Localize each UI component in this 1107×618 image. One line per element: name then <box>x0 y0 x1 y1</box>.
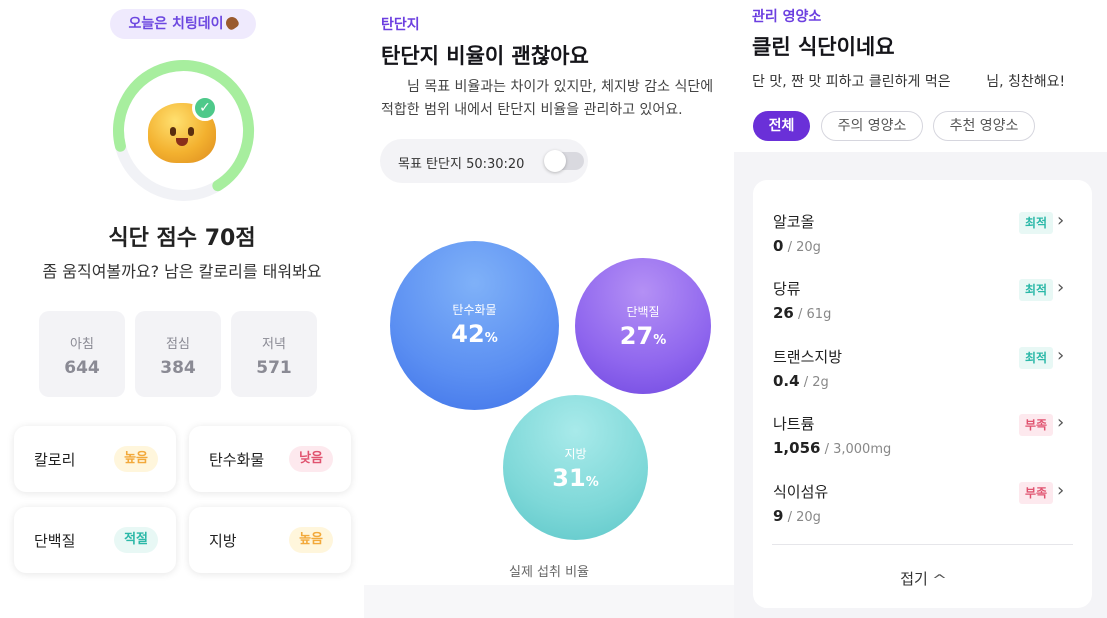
meal-calories: 384 <box>160 358 196 378</box>
section-tag: 관리 영양소 <box>752 9 822 25</box>
nutrient-card-fat[interactable]: 지방 높음 <box>189 507 351 573</box>
bubble-value: 42% <box>451 320 498 348</box>
chevron-right-icon[interactable]: › <box>1057 277 1065 298</box>
score-subtitle: 좀 움직여볼까요? 남은 칼로리를 태워봐요 <box>42 262 322 281</box>
drumstick-icon <box>223 14 240 32</box>
nutrient-amount: 1,056 / 3,000mg <box>773 439 892 457</box>
nutrient-amount: 26 / 61g <box>773 304 832 322</box>
nutrient-card-label: 칼로리 <box>34 451 76 469</box>
nutrient-row-fiber[interactable]: 식이섬유 9 / 20g 부족 › <box>773 480 1073 531</box>
status-badge: 적절 <box>114 527 158 553</box>
bottom-strip <box>364 585 734 618</box>
nutrient-amount: 0.4 / 2g <box>773 372 829 390</box>
chevron-right-icon[interactable]: › <box>1057 412 1065 433</box>
nutrient-card-protein[interactable]: 단백질 적절 <box>14 507 176 573</box>
carbs-bubble: 탄수화물 42% <box>390 241 559 410</box>
nutrient-row-trans-fat[interactable]: 트랜스지방 0.4 / 2g 최적 › <box>773 345 1073 396</box>
meal-card-breakfast[interactable]: 아침 644 <box>39 311 125 397</box>
cheat-day-label: 오늘은 치팅데이 <box>128 16 224 32</box>
section-title: 클린 식단이네요 <box>752 35 895 59</box>
bubble-value: 31% <box>552 464 599 492</box>
status-badge: 부족 <box>1019 414 1054 436</box>
section-title: 탄단지 비율이 괜찮아요 <box>381 44 589 68</box>
goal-ratio-toggle[interactable] <box>544 150 584 172</box>
meal-label: 점심 <box>166 337 190 352</box>
meal-label: 저녁 <box>262 337 286 352</box>
status-badge: 부족 <box>1019 482 1054 504</box>
nutrient-card-label: 지방 <box>209 532 237 550</box>
status-badge: 최적 <box>1019 347 1054 369</box>
meal-calories: 644 <box>64 358 100 378</box>
nutrient-card-label: 단백질 <box>34 532 76 550</box>
protein-bubble: 단백질 27% <box>575 258 711 394</box>
meal-card-lunch[interactable]: 점심 384 <box>135 311 221 397</box>
goal-ratio-label: 목표 탄단지 50:30:20 <box>398 157 525 172</box>
nutrient-name: 식이섬유 <box>773 483 829 501</box>
nutrient-card-carbs[interactable]: 탄수화물 낮음 <box>189 426 351 492</box>
nutrient-row-sodium[interactable]: 나트륨 1,056 / 3,000mg 부족 › <box>773 412 1073 463</box>
bubble-label: 지방 <box>564 447 587 461</box>
mascot-eye-left <box>170 127 176 136</box>
status-badge: 최적 <box>1019 279 1054 301</box>
goal-ratio-toggle-row[interactable]: 목표 탄단지 50:30:20 <box>380 139 588 183</box>
bubble-label: 탄수화물 <box>452 303 497 317</box>
divider <box>772 544 1073 545</box>
nutrient-amount: 9 / 20g <box>773 507 821 525</box>
mascot-eye-right <box>188 127 194 136</box>
meal-calories: 571 <box>256 358 292 378</box>
diet-score-panel: 오늘은 치팅데이 ✓ 식단 점수 70점 좀 움직여볼까요? 남은 칼로리를 태… <box>0 0 364 618</box>
chevron-up-icon: ^ <box>931 573 947 588</box>
bubble-label: 단백질 <box>626 305 660 319</box>
meal-card-dinner[interactable]: 저녁 571 <box>231 311 317 397</box>
section-subtitle: 단 맛, 짠 맛 피하고 클린하게 먹은 님, 칭찬해요! <box>752 74 1066 90</box>
macro-ratio-panel: 탄단지 탄단지 비율이 괜찮아요 님 목표 비율과는 차이가 있지만, 체지방 … <box>364 0 734 618</box>
status-badge: 낮음 <box>289 446 333 472</box>
nutrient-name: 알코올 <box>773 213 815 231</box>
bubble-value: 27% <box>619 322 667 350</box>
nutrient-card-label: 탄수화물 <box>209 451 265 469</box>
section-description: 님 목표 비율과는 차이가 있지만, 체지방 감소 식단에 적합한 범위 내에서… <box>381 79 714 118</box>
chip-recommended-nutrients[interactable]: 추천 영양소 <box>933 111 1035 141</box>
nutrient-card-calorie[interactable]: 칼로리 높음 <box>14 426 176 492</box>
chevron-right-icon[interactable]: › <box>1057 480 1065 501</box>
nutrient-amount: 0 / 20g <box>773 237 821 255</box>
section-tag: 탄단지 <box>381 17 420 33</box>
collapse-label: 접기 <box>900 570 928 588</box>
nutrient-name: 나트륨 <box>773 415 815 433</box>
mascot-mouth <box>176 138 188 146</box>
nutrient-list-card: 알코올 0 / 20g 최적 › 당류 26 / 61g 최적 › 트랜스지방 … <box>753 180 1092 608</box>
status-badge: 높음 <box>114 446 158 472</box>
meal-label: 아침 <box>70 337 94 352</box>
nutrient-row-alcohol[interactable]: 알코올 0 / 20g 최적 › <box>773 210 1073 261</box>
toggle-knob <box>544 150 566 172</box>
status-badge: 높음 <box>289 527 333 553</box>
collapse-button[interactable]: 접기 ^ <box>753 568 1092 589</box>
chevron-right-icon[interactable]: › <box>1057 210 1065 231</box>
nutrient-name: 당류 <box>773 280 801 298</box>
score-ring <box>110 57 257 204</box>
score-ring-chart <box>113 60 255 201</box>
fat-bubble: 지방 31% <box>503 395 648 540</box>
managed-nutrients-panel: 관리 영양소 클린 식단이네요 단 맛, 짠 맛 피하고 클린하게 먹은 님, … <box>734 0 1107 618</box>
chevron-right-icon[interactable]: › <box>1057 345 1065 366</box>
chip-caution-nutrients[interactable]: 주의 영양소 <box>821 111 923 141</box>
chip-all[interactable]: 전체 <box>753 111 810 141</box>
status-badge: 최적 <box>1019 212 1054 234</box>
cheat-day-pill: 오늘은 치팅데이 <box>110 9 256 39</box>
nutrient-name: 트랜스지방 <box>773 348 843 366</box>
check-icon: ✓ <box>192 95 218 121</box>
score-ring-progress <box>113 60 255 201</box>
bubble-caption: 실제 섭취 비율 <box>508 565 590 580</box>
nutrient-row-sugar[interactable]: 당류 26 / 61g 최적 › <box>773 277 1073 328</box>
score-title: 식단 점수 70점 <box>108 226 256 251</box>
